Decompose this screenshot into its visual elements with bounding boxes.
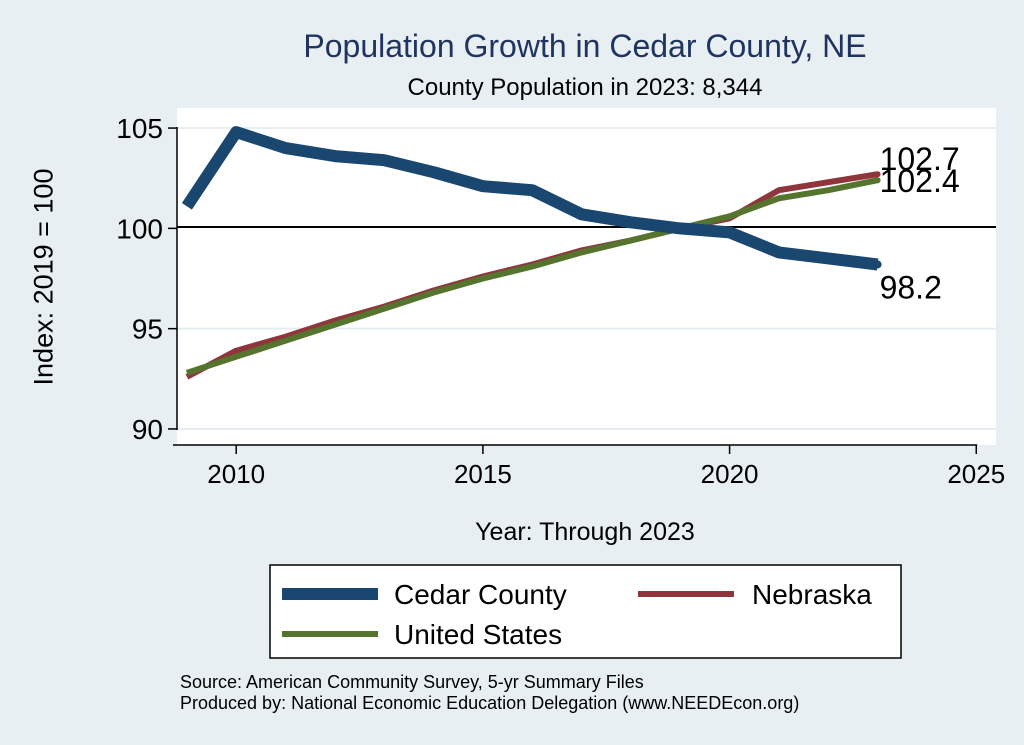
chart-title: Population Growth in Cedar County, NE (303, 28, 867, 64)
series-line-us (185, 177, 879, 376)
produced-by-line: Produced by: National Economic Education… (180, 693, 800, 713)
legend-label-us: United States (394, 619, 562, 650)
legend-box (269, 564, 902, 659)
x-tick-label: 2020 (701, 459, 759, 489)
end-point-us (874, 177, 881, 184)
end-point-nebraska (874, 171, 881, 178)
y-tick-label: 100 (116, 213, 163, 244)
x-tick-label: 2010 (207, 459, 265, 489)
axis-layer: 90 95 100 105 2010 2015 2020 2025 (116, 113, 1005, 489)
y-tick-label: 90 (132, 414, 163, 445)
chart-subtitle: County Population in 2023: 8,344 (407, 74, 763, 101)
legend-label-nebraska: Nebraska (752, 579, 872, 610)
source-note: Source: American Community Survey, 5-yr … (180, 672, 799, 714)
legend: Cedar County Nebraska United States (269, 564, 902, 659)
legend-label-cedar: Cedar County (394, 579, 567, 610)
y-tick-label: 105 (116, 113, 163, 144)
source-line: Source: American Community Survey, 5-yr … (180, 672, 644, 692)
plot-area (177, 108, 996, 445)
y-tick-label: 95 (132, 314, 163, 345)
series-layer (181, 126, 882, 380)
end-label-nebraska: 102.7 (880, 141, 960, 177)
end-point-cedar (873, 260, 882, 269)
x-tick-label: 2025 (947, 459, 1005, 489)
x-tick-label: 2015 (454, 459, 512, 489)
end-label-us: 102.4 (880, 163, 960, 199)
x-axis-label: Year: Through 2023 (475, 518, 695, 546)
end-label-cedar: 98.2 (880, 269, 942, 305)
series-line-cedar (181, 126, 879, 271)
